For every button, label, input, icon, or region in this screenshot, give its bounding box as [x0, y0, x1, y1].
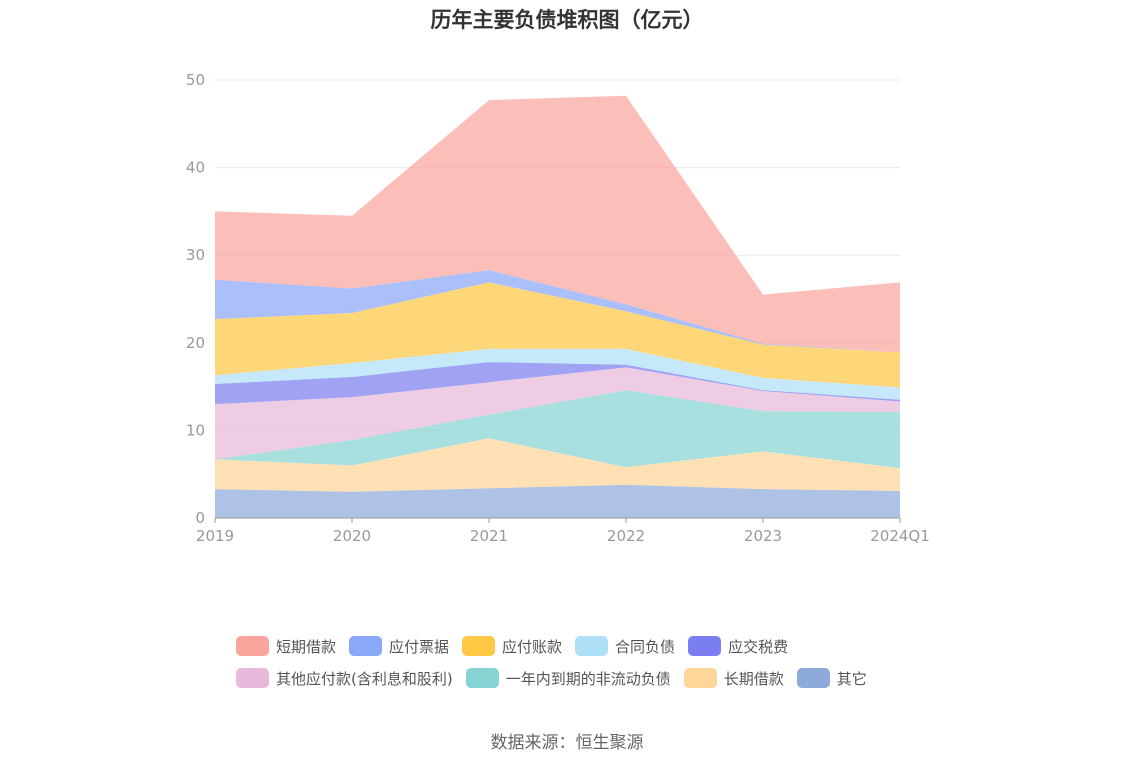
y-tick-label: 50: [186, 71, 205, 89]
legend-label: 应付票据: [389, 637, 450, 656]
area-series[interactable]: [215, 390, 900, 469]
area-series[interactable]: [215, 438, 900, 492]
legend-swatch: [236, 636, 269, 656]
legend-item[interactable]: 合同负债: [575, 636, 675, 657]
legend-label: 应付账款: [502, 637, 563, 656]
y-tick-label: 40: [186, 159, 205, 177]
legend-label: 其它: [836, 669, 867, 688]
legend-row: 短期借款 应付票据 应付账款 合同负债 应交税费: [236, 630, 936, 662]
legend-swatch: [688, 636, 722, 656]
x-tick-label: 2020: [333, 527, 371, 545]
area-layers: [215, 95, 900, 518]
legend-label: 应交税费: [728, 637, 789, 656]
legend: 短期借款 应付票据 应付账款 合同负债 应交税费其他应付款(含利息和股利) 一年内到期的非…: [236, 630, 936, 694]
area-series[interactable]: [215, 270, 900, 353]
legend-swatch: [683, 668, 717, 688]
legend-item[interactable]: 其他应付款(含利息和股利): [236, 668, 453, 689]
legend-label: 长期借款: [723, 669, 784, 688]
y-tick-label: 10: [186, 421, 205, 439]
axes: 0 10 20 30 40 50 2019 2020 2021 2022 2023 2024Q1: [186, 71, 930, 545]
area-series[interactable]: [215, 367, 900, 460]
area-series[interactable]: [215, 484, 900, 518]
legend-label: 合同负债: [615, 637, 676, 656]
area-series[interactable]: [215, 95, 900, 353]
legend-swatch: [236, 668, 269, 688]
area-series[interactable]: [215, 348, 900, 400]
source-note: 数据来源：恒生聚源: [490, 733, 644, 753]
legend-label: 一年内到期的非流动负债: [505, 669, 671, 688]
legend-swatch: [465, 668, 499, 688]
legend-item[interactable]: 应交税费: [688, 636, 788, 657]
legend-label: 其他应付款(含利息和股利): [276, 669, 453, 688]
x-tick-label: 2024Q1: [870, 527, 930, 545]
x-tick-label: 2023: [744, 527, 782, 545]
y-tick-label: 20: [186, 334, 205, 352]
y-tick-label: 30: [186, 246, 205, 264]
legend-label: 短期借款: [276, 637, 337, 656]
legend-swatch: [575, 636, 609, 656]
legend-item[interactable]: 其它: [796, 668, 867, 689]
legend-row: 其他应付款(含利息和股利) 一年内到期的非流动负债 长期借款 其它: [236, 662, 936, 694]
legend-item[interactable]: 应付账款: [462, 636, 562, 657]
legend-item[interactable]: 短期借款: [236, 636, 336, 657]
legend-item[interactable]: 一年内到期的非流动负债: [465, 668, 671, 689]
x-tick-label: 2021: [470, 527, 508, 545]
chart-title: 历年主要负债堆积图（亿元）: [430, 8, 704, 32]
legend-swatch: [796, 668, 830, 688]
x-tick-label: 2019: [196, 527, 234, 545]
area-series[interactable]: [215, 362, 900, 405]
legend-swatch: [349, 636, 383, 656]
legend-item[interactable]: 长期借款: [683, 668, 784, 689]
x-tick-label: 2022: [607, 527, 645, 545]
y-tick-label: 0: [195, 509, 205, 527]
legend-item[interactable]: 应付票据: [349, 636, 449, 657]
area-series[interactable]: [215, 282, 900, 388]
legend-swatch: [462, 636, 496, 656]
